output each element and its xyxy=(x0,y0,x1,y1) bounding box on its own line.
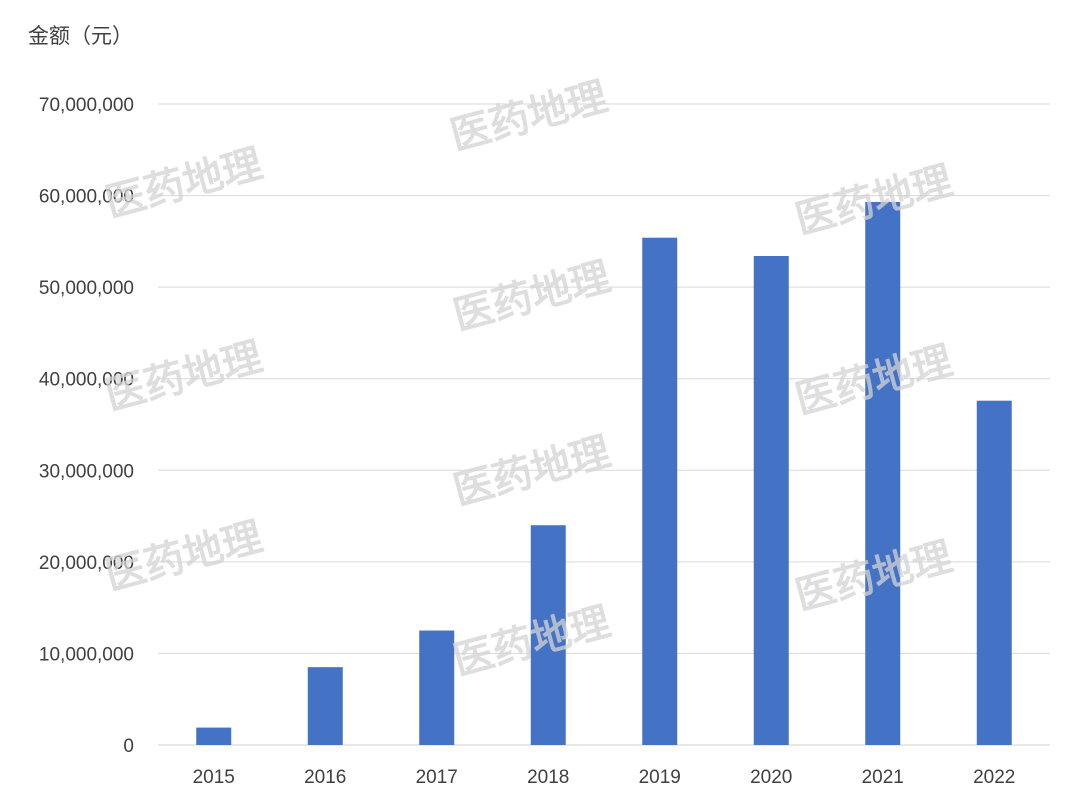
gridlines xyxy=(158,103,1050,746)
x-tick-label: 2021 xyxy=(862,767,904,788)
bar-2016 xyxy=(307,667,343,745)
bar-2018 xyxy=(530,525,566,745)
watermark-logo: 医药地理 xyxy=(449,254,615,340)
bars xyxy=(196,201,1012,746)
watermark-logo: 医药地理 xyxy=(101,141,267,227)
bar-2022 xyxy=(976,400,1012,745)
watermark-logo: 医药地理 xyxy=(101,514,267,600)
x-tick-label: 2020 xyxy=(750,767,792,788)
x-tick-label: 2016 xyxy=(304,767,346,788)
y-axis-title: 金额（元） xyxy=(28,25,133,48)
y-tick-label: 40,000,000 xyxy=(39,370,134,391)
y-tick-label: 0 xyxy=(123,736,134,757)
bar-2015 xyxy=(196,727,232,745)
y-tick-label: 20,000,000 xyxy=(39,553,134,574)
x-tick-label: 2018 xyxy=(527,767,569,788)
y-tick-label: 10,000,000 xyxy=(39,644,134,665)
x-tick-label: 2019 xyxy=(639,767,681,788)
bar-2017 xyxy=(419,630,455,745)
watermark-logo: 医药地理 xyxy=(446,74,612,160)
bar-2021 xyxy=(865,201,901,745)
watermark-logo: 医药地理 xyxy=(449,429,615,515)
bar-2019 xyxy=(642,237,678,746)
x-tick-label: 2017 xyxy=(416,767,458,788)
bar-2020 xyxy=(753,256,789,745)
y-tick-label: 50,000,000 xyxy=(39,278,134,299)
x-tick-label: 2015 xyxy=(193,767,235,788)
watermark-logo: 医药地理 xyxy=(101,334,267,420)
y-tick-label: 60,000,000 xyxy=(39,187,134,208)
x-axis-ticks: 2015 2016 2017 2018 2019 2020 2021 2022 xyxy=(193,767,1016,788)
y-tick-label: 30,000,000 xyxy=(39,461,134,482)
y-tick-label: 70,000,000 xyxy=(39,95,134,116)
x-tick-label: 2022 xyxy=(973,767,1015,788)
y-axis-ticks: 0 10,000,000 20,000,000 30,000,000 40,000,00… xyxy=(39,95,134,757)
